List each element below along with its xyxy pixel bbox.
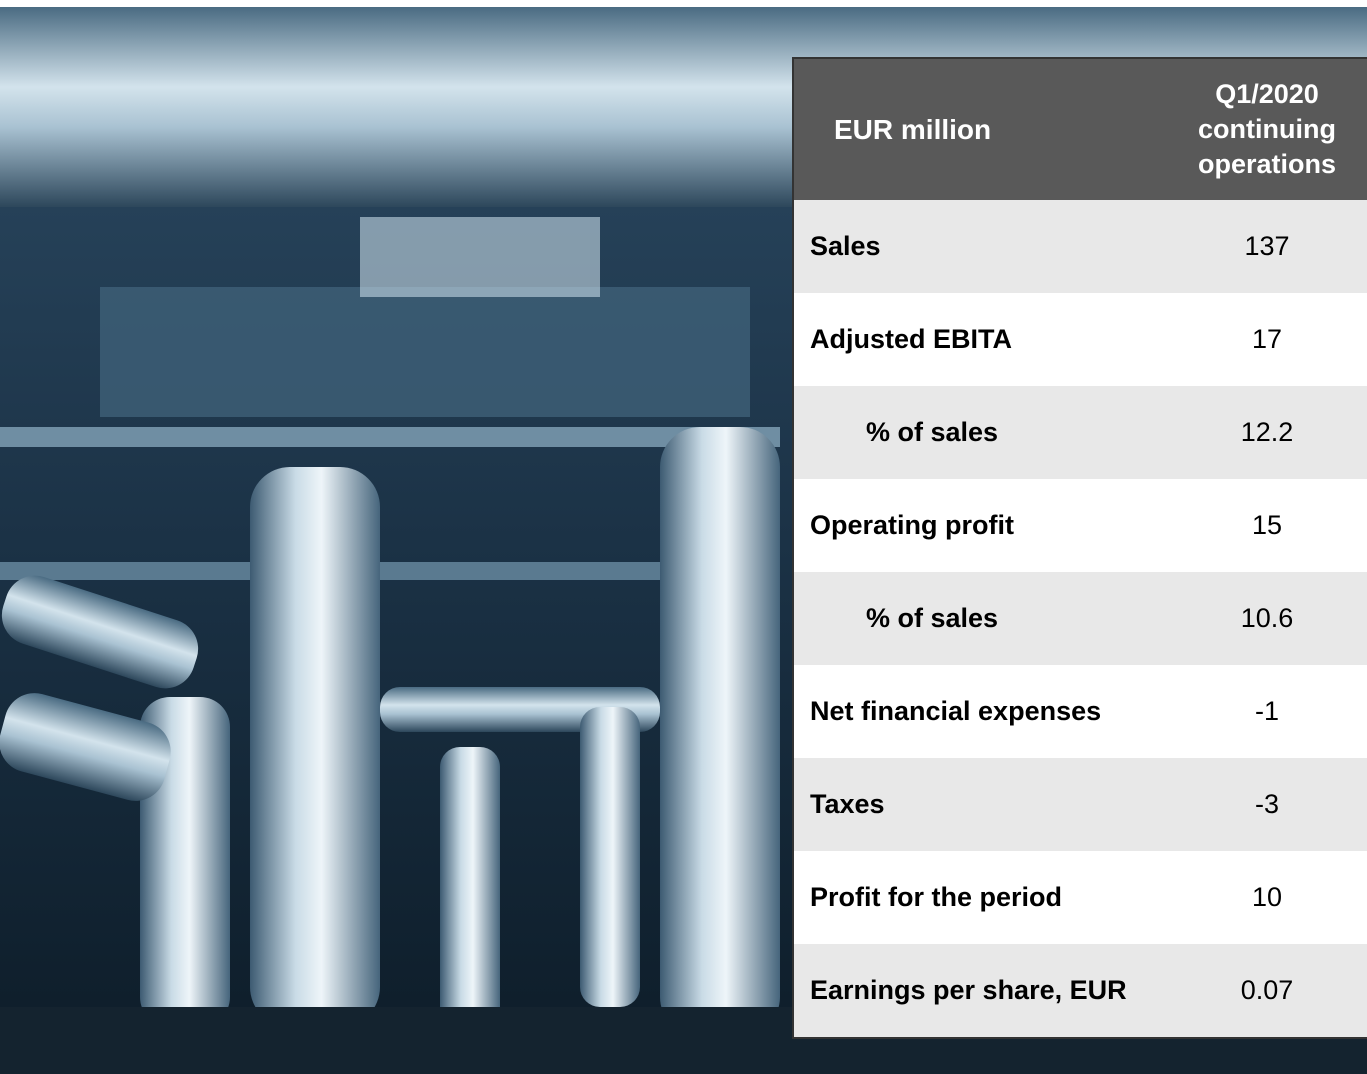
row-label: Earnings per share, EUR: [793, 944, 1167, 1038]
row-label: Adjusted EBITA: [793, 293, 1167, 386]
row-value: -3: [1167, 758, 1367, 851]
row-value: 10.6: [1167, 572, 1367, 665]
header-cell: EUR million: [793, 58, 1167, 200]
row-value: -1: [1167, 665, 1367, 758]
row-label: Taxes: [793, 758, 1167, 851]
row-value: 12.2: [1167, 386, 1367, 479]
header-cell: Q1/2020 continuing operations: [1167, 58, 1367, 200]
row-label: % of sales: [793, 386, 1167, 479]
row: Net financial expenses-1: [793, 665, 1367, 758]
row-value: 15: [1167, 479, 1367, 572]
row-label: Sales: [793, 200, 1167, 293]
row-value: 17: [1167, 293, 1367, 386]
slide: EUR million Q1/2020 continuing operation…: [0, 0, 1367, 1074]
row-value: 10: [1167, 851, 1367, 944]
row-label: Profit for the period: [793, 851, 1167, 944]
row-label: Operating profit: [793, 479, 1167, 572]
row-value: 0.07: [1167, 944, 1367, 1038]
row: Taxes-3: [793, 758, 1367, 851]
results-table: EUR million Q1/2020 continuing operation…: [792, 57, 1367, 1039]
header-row: EUR million Q1/2020 continuing operation…: [793, 58, 1367, 200]
row-label: Net financial expenses: [793, 665, 1167, 758]
row-value: 137: [1167, 200, 1367, 293]
row-label: % of sales: [793, 572, 1167, 665]
